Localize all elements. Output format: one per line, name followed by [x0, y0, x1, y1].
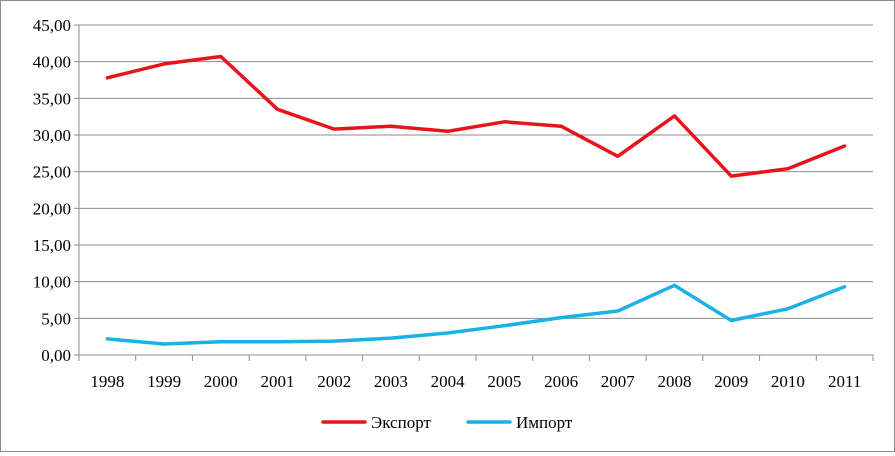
y-tick-label: 0,00: [41, 346, 71, 365]
x-tick-label: 2008: [658, 372, 692, 391]
legend-label-1: Экспорт: [371, 413, 431, 432]
y-tick-label: 25,00: [33, 163, 71, 182]
x-tick-label: 1998: [90, 372, 124, 391]
x-tick-label: 2010: [771, 372, 805, 391]
x-tick-label: 1999: [147, 372, 181, 391]
y-tick-label: 10,00: [33, 273, 71, 292]
legend-label-2: Импорт: [516, 413, 573, 432]
x-tick-label: 2003: [374, 372, 408, 391]
y-tick-label: 35,00: [33, 89, 71, 108]
x-tick-label: 2001: [261, 372, 295, 391]
y-tick-label: 15,00: [33, 236, 71, 255]
x-tick-label: 2000: [204, 372, 238, 391]
series-line-2: [105, 283, 847, 346]
x-tick-label: 2009: [714, 372, 748, 391]
x-tick-label: 2007: [601, 372, 636, 391]
y-tick-label: 40,00: [33, 53, 71, 72]
y-tick-label: 30,00: [33, 126, 71, 145]
y-tick-label: 45,00: [33, 16, 71, 35]
x-tick-label: 2002: [317, 372, 351, 391]
y-tick-label: 5,00: [41, 309, 71, 328]
x-axis-ticks: 1998 1999 2000 2001 2002 2003 2004 2005 2006 2007…: [90, 372, 861, 391]
gridlines: [79, 24, 873, 319]
x-tick-label: 2004: [431, 372, 466, 391]
y-tick-label: 20,00: [33, 199, 71, 218]
x-tick-label: 2011: [828, 372, 861, 391]
y-axis-ticks: 0,00 5,00 10,00 15,00 20,00 25,00 30,00 35,00 40…: [33, 16, 71, 365]
x-tick-label: 2005: [487, 372, 521, 391]
series-line-1: [105, 54, 847, 178]
x-tick-label: 2006: [544, 372, 578, 391]
axes: [74, 24, 874, 361]
series-lines: [105, 54, 847, 346]
legend: Экспорт Импорт: [321, 413, 573, 432]
